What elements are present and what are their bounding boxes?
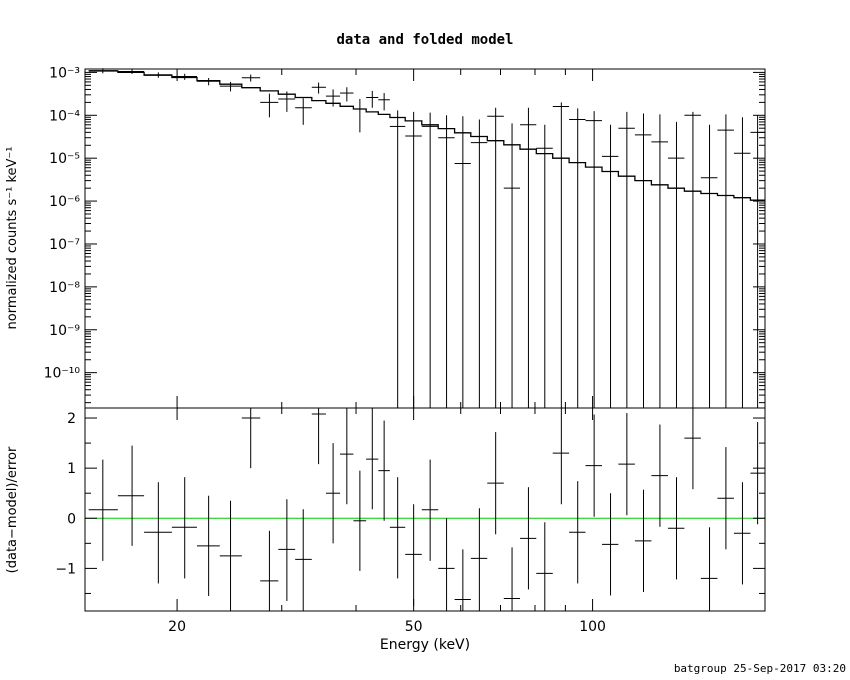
- bottom-panel: 20 50 100 2 1 0 −1: [55, 407, 766, 635]
- x-tick-label: 100: [579, 619, 606, 635]
- y-tick-label: 10⁻⁹: [49, 323, 80, 339]
- y-tick-label: 10⁻⁴: [49, 108, 80, 124]
- y-tick-label: 1: [67, 461, 76, 477]
- top-panel: 10⁻³ 10⁻⁴ 10⁻⁵ 10⁻⁶ 10⁻⁷ 10⁻⁸ 10⁻⁹ 10⁻¹⁰: [44, 65, 766, 409]
- model-step-line: [88, 70, 765, 201]
- residual-points: [88, 408, 765, 611]
- y-tick-label: 10⁻¹⁰: [44, 366, 81, 382]
- y-tick-label: 10⁻⁸: [49, 280, 80, 296]
- footer-stamp: batgroup 25-Sep-2017 03:20: [674, 662, 846, 675]
- data-points: [88, 68, 765, 408]
- chart-title: data and folded model: [336, 32, 513, 48]
- bottom-axis-ticks: 20 50 100 2 1 0 −1: [55, 408, 765, 635]
- y-tick-label: 10⁻³: [49, 65, 80, 81]
- y-tick-label: 0: [67, 511, 76, 527]
- top-y-axis-label: normalized counts s⁻¹ keV⁻¹: [5, 147, 20, 330]
- x-tick-label: 20: [168, 619, 186, 635]
- y-tick-label: 10⁻⁶: [49, 194, 80, 210]
- top-axis-ticks: 10⁻³ 10⁻⁴ 10⁻⁵ 10⁻⁶ 10⁻⁷ 10⁻⁸ 10⁻⁹ 10⁻¹⁰: [44, 65, 765, 408]
- x-axis-label: Energy (keV): [380, 637, 470, 653]
- y-tick-label: 2: [67, 411, 76, 427]
- x-tick-label: 50: [405, 619, 423, 635]
- bottom-y-axis-label: (data−model)/error: [5, 446, 20, 573]
- top-plot-frame: [84, 68, 766, 409]
- y-tick-label: 10⁻⁷: [49, 237, 80, 253]
- y-tick-label: −1: [55, 561, 76, 577]
- y-tick-label: 10⁻⁵: [49, 151, 80, 167]
- bottom-plot-frame: [84, 407, 766, 612]
- model-curve: [88, 70, 765, 201]
